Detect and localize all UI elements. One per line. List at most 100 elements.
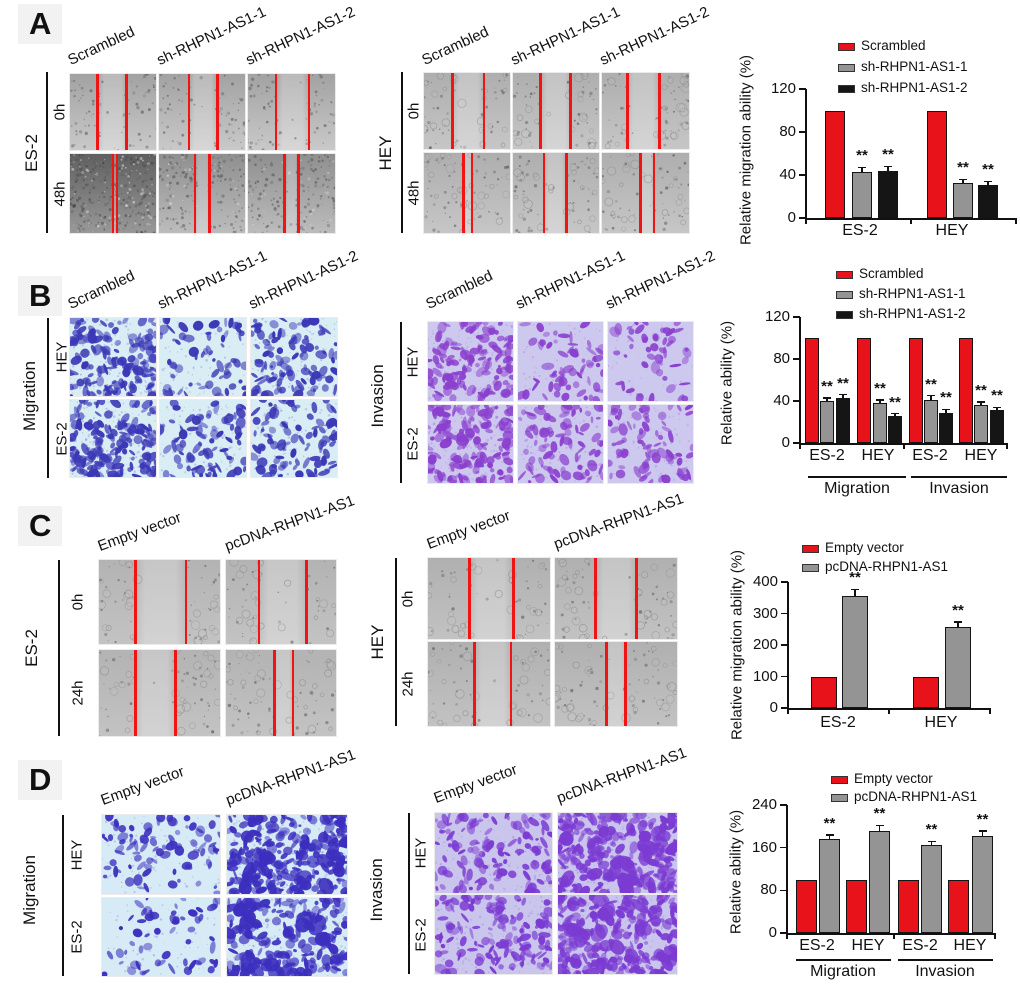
wound-edge-line — [115, 154, 119, 233]
wound-edge-line — [482, 73, 486, 149]
wound-cell-texture — [99, 650, 220, 736]
error-bar-cap — [993, 406, 1001, 408]
micrograph-wound-image — [247, 73, 336, 151]
significance-marker: ** — [856, 147, 868, 165]
stained-cells-texture — [251, 400, 337, 477]
chart-y-tick-label: 240 — [751, 796, 777, 813]
column-header-label: Empty vector — [95, 509, 184, 555]
bar — [873, 403, 887, 443]
significance-marker: ** — [925, 375, 937, 393]
micrograph-wound-image — [427, 641, 551, 727]
micrograph-wound-image — [158, 73, 246, 151]
chart-y-tick-label: 120 — [764, 308, 790, 325]
chart-y-tick — [781, 581, 788, 583]
wound-edge-line — [173, 650, 177, 736]
wound-gap-band — [274, 650, 294, 736]
wound-cell-texture — [248, 74, 335, 150]
panel-b-label: B — [18, 276, 63, 316]
panel-c-label: C — [18, 506, 63, 546]
significance-marker: ** — [821, 377, 833, 395]
block-side-label: Invasion — [367, 858, 386, 922]
legend-label: sh-RHPN1-AS1-2 — [861, 80, 968, 95]
block-divider-line — [47, 318, 49, 478]
wound-gap-band — [452, 73, 485, 149]
block-side-label: Migration — [20, 855, 39, 925]
error-bar-cap — [858, 166, 866, 169]
error-bar-whisker — [945, 409, 947, 413]
chart-y-tick — [799, 88, 806, 90]
chart-x-tick — [799, 443, 801, 449]
error-bar-whisker — [980, 402, 982, 406]
column-header-label: pcDNA-RHPN1-AS1 — [551, 490, 686, 553]
chart-y-axis-title: Relative ability (%) — [727, 809, 745, 935]
chart-x-tick — [787, 708, 789, 714]
chart-x-axis-line — [786, 933, 995, 935]
error-bar-cap — [927, 840, 936, 842]
row-label: 24h — [399, 671, 417, 697]
significance-marker: ** — [991, 387, 1003, 405]
wound-gap-band — [540, 73, 571, 149]
wound-cell-texture — [248, 154, 335, 233]
bar — [811, 676, 837, 708]
legend-swatch — [836, 271, 853, 279]
bar — [990, 410, 1004, 443]
wound-edge-line — [193, 154, 197, 233]
wound-cell-texture — [226, 560, 336, 644]
wound-gap-band — [259, 560, 307, 644]
wound-edge-line — [512, 558, 515, 639]
error-bar-cap — [884, 165, 892, 168]
chart-y-tick — [781, 644, 788, 646]
error-bar-whisker — [962, 179, 964, 183]
wound-edge-line — [542, 153, 546, 233]
chart-y-axis-title: Relative ability (%) — [718, 320, 736, 446]
error-bar-cap — [823, 397, 831, 399]
wound-gap-band — [606, 642, 626, 726]
legend-label: Empty vector — [854, 771, 933, 786]
wound-edge-line — [652, 153, 656, 233]
micrograph-wound-image — [601, 72, 690, 150]
wound-gap-band — [469, 558, 514, 639]
chart-y-tick-label: 0 — [787, 209, 796, 226]
column-header-label: Scrambled — [65, 267, 138, 313]
chart-x-tick — [888, 708, 890, 714]
wound-edge-line — [451, 73, 454, 149]
row-label: HEY — [412, 837, 430, 869]
chart-category-label: HEY — [953, 937, 987, 954]
block-divider-line — [408, 813, 410, 974]
bar — [924, 399, 938, 443]
error-bar-whisker — [879, 399, 881, 404]
column-header-label: pcDNA-RHPN1-AS1 — [222, 492, 357, 555]
row-label: ES-2 — [68, 920, 86, 954]
micrograph-wound-image — [98, 649, 221, 737]
chart-group-underline — [808, 476, 906, 478]
wound-edge-line — [593, 558, 597, 639]
error-bar-cap — [927, 395, 935, 397]
chart-group-label: Migration — [810, 963, 876, 980]
error-bar-cap — [954, 621, 962, 623]
wound-edge-line — [134, 560, 137, 644]
chart-y-tick-label: 0 — [781, 434, 790, 451]
chart-y-tick — [781, 612, 788, 615]
micrograph-transwell-image — [226, 814, 348, 895]
stained-cells-texture — [102, 898, 220, 976]
wound-gap-band — [189, 74, 218, 150]
chart-y-tick-label: 80 — [773, 350, 790, 367]
significance-marker: ** — [925, 821, 938, 839]
wound-edge-line — [635, 558, 639, 639]
wound-gap-band — [627, 73, 660, 149]
micrograph-wound-image — [554, 641, 678, 727]
wound-edge-line — [208, 154, 212, 233]
micrograph-transwell-image — [607, 404, 694, 484]
wound-cell-texture — [226, 650, 336, 736]
row-label: 0h — [405, 102, 423, 120]
chart-y-tick-label: 100 — [752, 667, 778, 685]
micrograph-wound-image — [158, 153, 246, 234]
error-bar-whisker — [842, 394, 844, 398]
chart-y-tick — [793, 316, 800, 318]
bar — [898, 879, 919, 933]
wound-edge-line — [257, 560, 261, 644]
bar — [820, 401, 834, 443]
significance-marker: ** — [882, 146, 894, 164]
wound-cell-texture — [602, 153, 689, 232]
wound-edge-line — [274, 74, 278, 150]
